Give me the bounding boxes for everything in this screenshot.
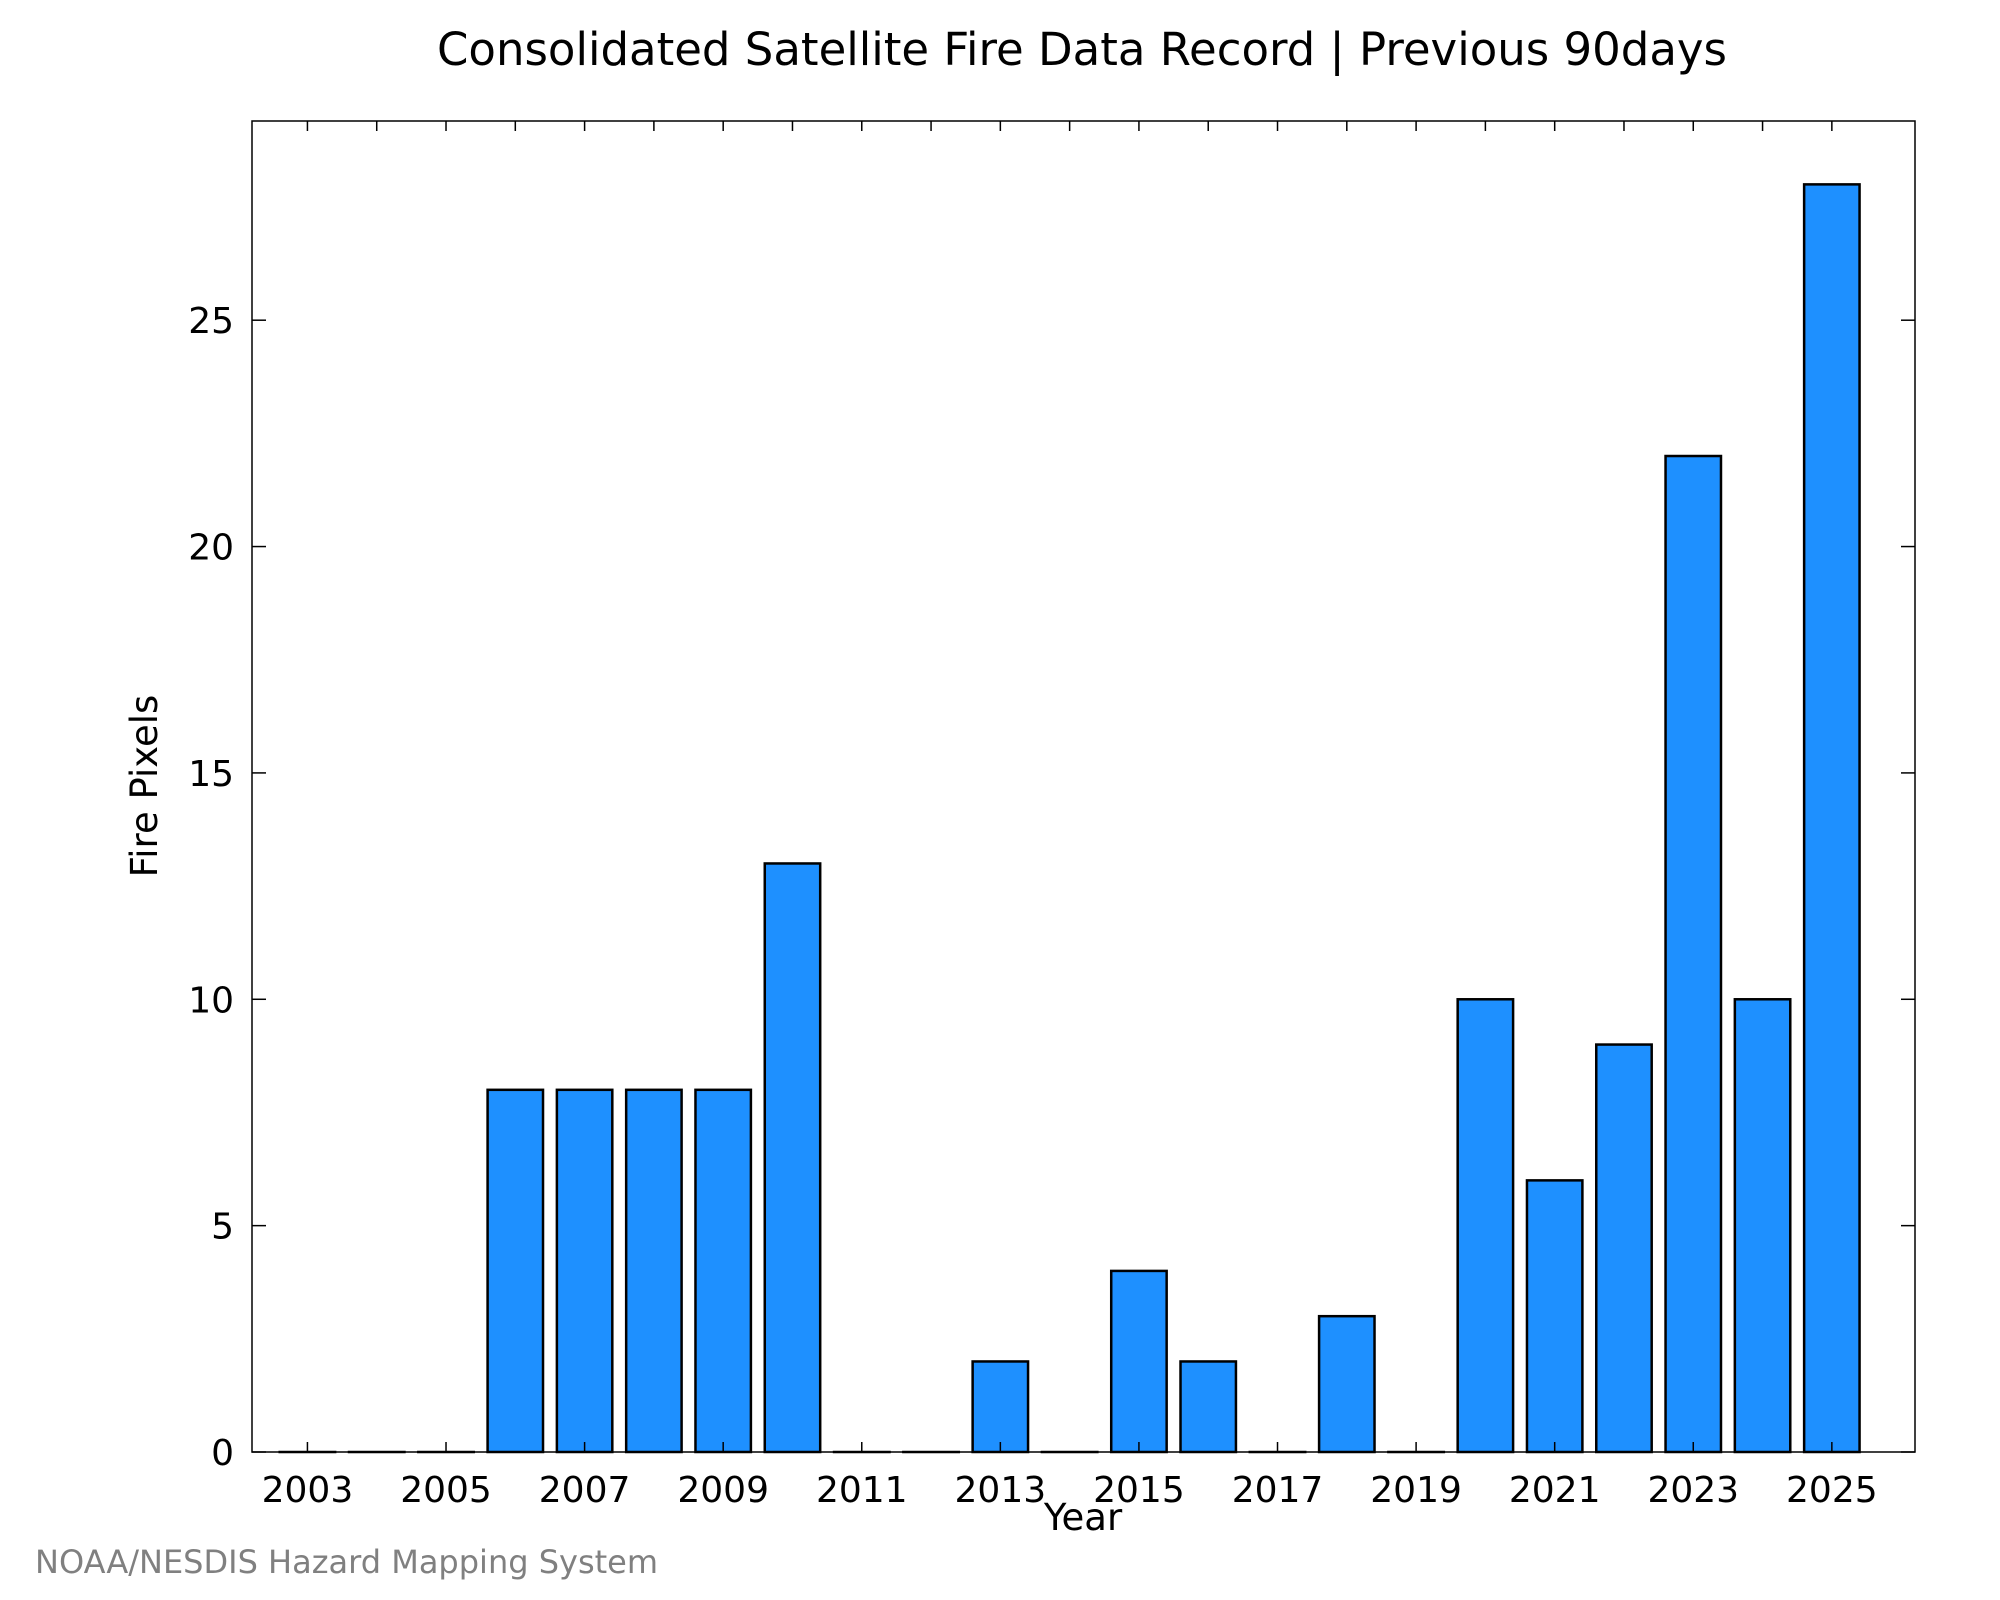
chart-title: Consolidated Satellite Fire Data Record … [437,23,1727,76]
bar-2016 [1179,1360,1238,1454]
bar-2013 [971,1360,1030,1454]
bar-2022 [1595,1043,1653,1454]
x-tick-label: 2005 [400,1470,492,1511]
credit-text: NOAA/NESDIS Hazard Mapping System [35,1543,658,1581]
x-tick-label: 2023 [1647,1470,1739,1511]
y-tick-label: 0 [211,1433,234,1474]
bar-2006 [486,1088,545,1454]
bar-2023 [1664,454,1723,1454]
bar-2010 [763,862,822,1454]
bar-2024 [1733,998,1792,1454]
bar-2015 [1109,1269,1168,1454]
y-tick-label: 20 [188,528,234,569]
bar-2007 [555,1088,614,1454]
x-axis-label: Year [1043,1496,1123,1539]
plot-area [278,183,1861,1454]
x-axis: 2003 2005 2007 2009 2011 2013 2015 2017 2019 2021… [262,121,1878,1511]
x-tick-label: 2007 [539,1470,631,1511]
bar-2021 [1525,1179,1584,1454]
bar-2009 [694,1088,753,1454]
y-axis: 0 5 10 15 20 25 [188,301,1915,1474]
bar-2008 [624,1088,683,1454]
y-tick-label: 15 [188,754,234,795]
y-tick-label: 5 [211,1207,234,1248]
x-tick-label: 2009 [677,1470,769,1511]
bar-2018 [1317,1314,1376,1454]
x-tick-label: 2011 [816,1470,908,1511]
plot-frame [251,120,1916,1453]
x-tick-label: 2017 [1232,1470,1324,1511]
y-axis-label: Fire Pixels [123,695,166,878]
x-tick-label: 2003 [262,1470,354,1511]
x-tick-label: 2013 [955,1470,1047,1511]
y-tick-label: 25 [188,301,234,342]
bar-2025 [1802,183,1861,1454]
bar-2020 [1456,998,1515,1454]
x-tick-label: 2021 [1509,1470,1601,1511]
x-tick-label: 2025 [1786,1470,1878,1511]
y-tick-label: 10 [188,980,234,1021]
x-tick-label: 2015 [1093,1470,1185,1511]
x-tick-label: 2019 [1370,1470,1462,1511]
